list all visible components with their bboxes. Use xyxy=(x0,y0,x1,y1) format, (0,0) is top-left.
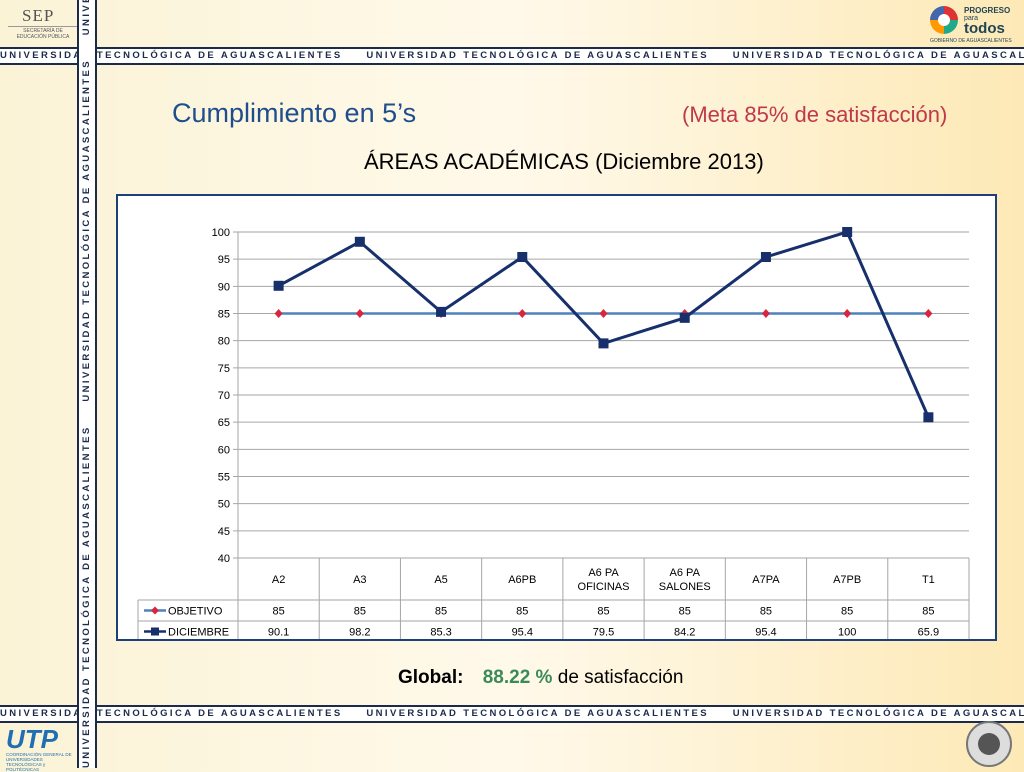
global-summary: Global: 88.22 % de satisfacción xyxy=(398,667,683,689)
global-label: Global: xyxy=(398,667,464,688)
x-category-label: SALONES xyxy=(659,581,711,593)
data-point xyxy=(354,236,365,247)
data-point xyxy=(598,338,609,349)
chart-subtitle: ÁREAS ACADÉMICAS (Diciembre 2013) xyxy=(364,149,764,174)
x-category-label: A6 PA xyxy=(588,567,619,579)
data-point xyxy=(760,251,771,262)
data-point xyxy=(679,312,690,323)
data-table-value: 85 xyxy=(435,606,447,618)
top-header: SEP SECRETARÍA DE EDUCACIÓN PÚBLICA PROG… xyxy=(0,0,1024,46)
y-tick-label: 85 xyxy=(218,309,230,321)
x-category-label: A7PA xyxy=(752,574,780,586)
utp-logo-text: UTP xyxy=(6,724,58,754)
legend-entry: DICIEMBRE xyxy=(168,627,229,639)
y-tick-label: 65 xyxy=(218,417,230,429)
todos-word: todos xyxy=(964,20,1005,37)
data-point xyxy=(923,412,934,423)
sep-logo: SEP SECRETARÍA DE EDUCACIÓN PÚBLICA xyxy=(8,4,78,42)
data-table-value: 95.4 xyxy=(755,627,776,639)
x-category-label: A7PB xyxy=(833,574,861,586)
progreso-para-todos-logo: PROGRESO para todos GOBIERNO DE AGUASCAL… xyxy=(930,2,1020,46)
data-table-value: 85 xyxy=(841,606,853,618)
x-category-label: OFICINAS xyxy=(578,581,630,593)
y-tick-label: 50 xyxy=(218,499,230,511)
data-table-value: 100 xyxy=(838,627,856,639)
bottom-banner-text: UNIVERSIDAD TECNOLÓGICA DE AGUASCALIENTE… xyxy=(0,708,1024,719)
data-table-value: 85.3 xyxy=(430,627,451,639)
data-point xyxy=(517,251,528,262)
data-table-value: 95.4 xyxy=(512,627,533,639)
data-point xyxy=(924,309,933,318)
data-table-value: 85 xyxy=(516,606,528,618)
vertical-banner-stripe: UNIVERSIDAD TECNOLÓGICA DE AGUASCALIENTE… xyxy=(77,0,97,768)
slide-goal-note: (Meta 85% de satisfacción) xyxy=(682,102,948,127)
y-tick-label: 80 xyxy=(218,336,230,348)
data-table-value: 65.9 xyxy=(918,627,939,639)
gobierno-text: GOBIERNO DE AGUASCALIENTES xyxy=(930,38,1012,44)
x-category-label: A2 xyxy=(272,574,285,586)
data-point xyxy=(355,309,364,318)
legend-entry: OBJETIVO xyxy=(168,606,223,618)
data-table-value: 84.2 xyxy=(674,627,695,639)
slide-title: Cumplimiento en 5’s xyxy=(172,98,417,128)
data-table-value: 85 xyxy=(922,606,934,618)
data-point xyxy=(842,227,853,237)
data-point xyxy=(599,309,608,318)
utp-logo-subtitle: COORDINACIÓN GENERAL DE UNIVERSIDADES TE… xyxy=(6,752,72,772)
utp-logo: UTP COORDINACIÓN GENERAL DE UNIVERSIDADE… xyxy=(6,724,76,772)
x-category-label: A6 PA xyxy=(670,567,701,579)
data-table-value: 79.5 xyxy=(593,627,614,639)
y-tick-label: 90 xyxy=(218,281,230,293)
progreso-logo-icon xyxy=(930,6,958,34)
y-tick-label: 70 xyxy=(218,390,230,402)
legend-key-marker xyxy=(151,627,159,636)
y-tick-label: 60 xyxy=(218,444,230,456)
data-table-value: 85 xyxy=(272,606,284,618)
data-table-value: 85 xyxy=(679,606,691,618)
global-value: 88.22 % xyxy=(482,667,553,688)
university-seal-icon xyxy=(966,721,1012,767)
chart-container: 40 45 50 55 60 65 70 75 80 85 90 95 100 A2 A3 A5 A6PB A6 … xyxy=(116,194,997,643)
data-table-value: 85 xyxy=(597,606,609,618)
y-tick-label: 95 xyxy=(218,254,230,266)
y-tick-label: 40 xyxy=(218,553,230,565)
data-point xyxy=(761,309,770,318)
y-tick-label: 100 xyxy=(212,227,230,239)
sep-logo-subtitle: SECRETARÍA DE EDUCACIÓN PÚBLICA xyxy=(16,28,70,40)
data-point xyxy=(518,309,527,318)
legend-key-marker xyxy=(151,606,159,615)
sep-logo-divider xyxy=(8,26,78,27)
x-category-label: A5 xyxy=(434,574,447,586)
top-banner-text: UNIVERSIDAD TECNOLÓGICA DE AGUASCALIENTE… xyxy=(0,50,1024,61)
data-table-value: 85 xyxy=(760,606,772,618)
data-table-value: 98.2 xyxy=(349,627,370,639)
x-category-label: A6PB xyxy=(508,574,536,586)
line-chart: 40 45 50 55 60 65 70 75 80 85 90 95 100 A2 A3 A5 A6PB A6 … xyxy=(137,227,970,643)
series-line xyxy=(277,230,930,418)
progreso-word: PROGRESO xyxy=(964,6,1011,15)
data-point xyxy=(274,309,283,318)
data-point xyxy=(273,280,284,291)
sep-logo-text: SEP xyxy=(22,6,55,25)
top-banner-stripe: UNIVERSIDAD TECNOLÓGICA DE AGUASCALIENTE… xyxy=(0,47,1024,65)
y-tick-label: 45 xyxy=(218,526,230,538)
y-tick-label: 75 xyxy=(218,363,230,375)
bottom-banner-stripe: UNIVERSIDAD TECNOLÓGICA DE AGUASCALIENTE… xyxy=(0,705,1024,723)
y-tick-label: 55 xyxy=(218,472,230,484)
vertical-banner-text: UNIVERSIDAD TECNOLÓGICA DE AGUASCALIENTE… xyxy=(81,0,92,768)
global-suffix: de satisfacción xyxy=(557,667,684,688)
data-table-value: 90.1 xyxy=(268,627,289,639)
data-table-value: 85 xyxy=(354,606,366,618)
data-point xyxy=(436,306,447,317)
x-category-label: A3 xyxy=(353,574,366,586)
para-word: para xyxy=(964,15,979,22)
data-point xyxy=(843,309,852,318)
x-category-label: T1 xyxy=(922,574,935,586)
